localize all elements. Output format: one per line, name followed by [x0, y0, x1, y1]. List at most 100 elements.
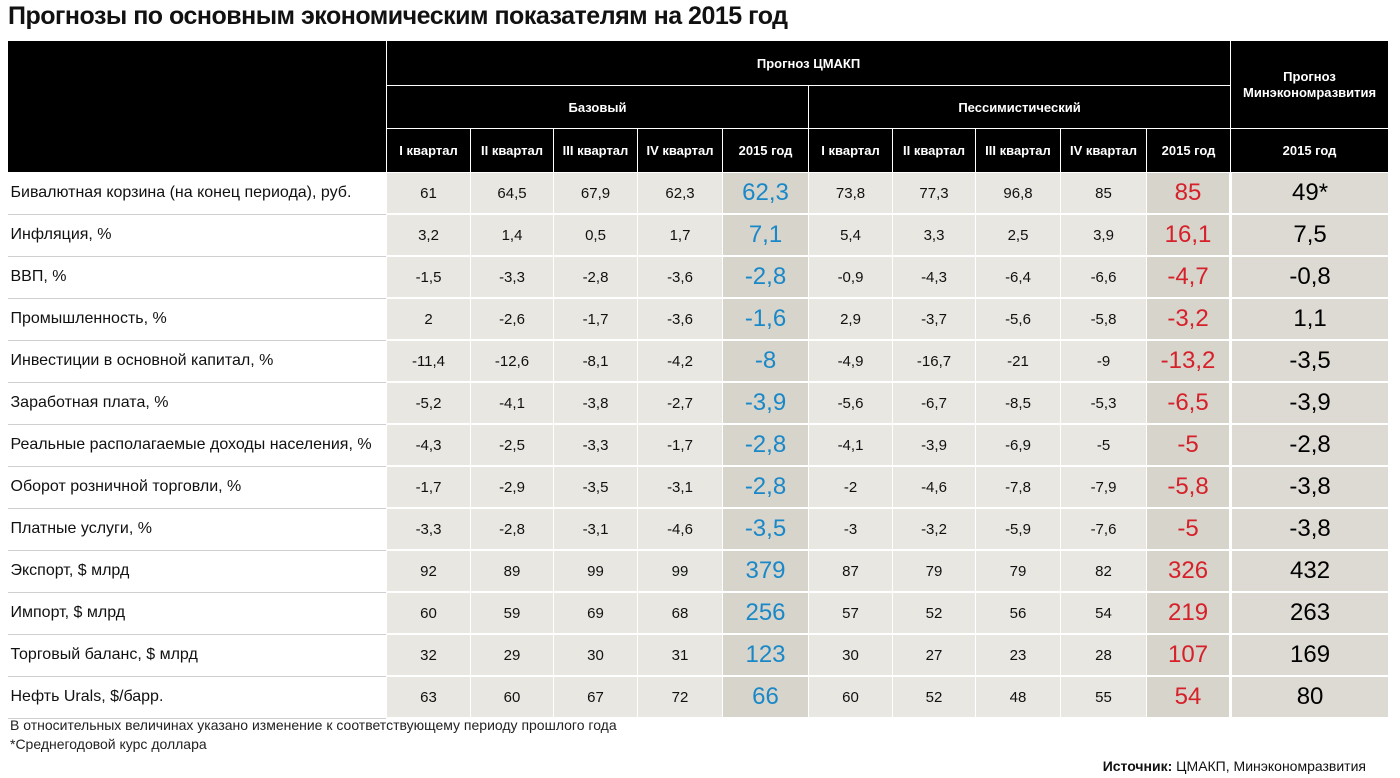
cell: 3,9	[1060, 214, 1147, 257]
cell: 73,8	[808, 172, 893, 215]
cell: 23	[975, 634, 1061, 677]
cell: 64,5	[470, 172, 554, 215]
cell: 29	[470, 634, 554, 677]
cell: -2,8	[1229, 424, 1390, 467]
cell: -3,3	[386, 508, 471, 551]
cell: 326	[1145, 550, 1232, 593]
row-label: Реальные располагаемые доходы населения,…	[7, 424, 387, 467]
cell: 99	[553, 550, 638, 593]
cell: -3,2	[892, 508, 976, 551]
cell: -5,3	[1060, 382, 1147, 425]
cell: 85	[1060, 172, 1147, 215]
group-header: Прогноз Минэкономразвития	[1230, 40, 1390, 129]
cell: -2,6	[470, 298, 554, 341]
cell: -2,8	[722, 424, 809, 467]
cell: -5	[1060, 424, 1147, 467]
cell: 54	[1060, 592, 1147, 635]
cell: 99	[637, 550, 723, 593]
cell: -2,7	[637, 382, 723, 425]
table-row: Экспорт, $ млрд 92 89 99 99 379 87 79 79 82 326 432	[7, 550, 1390, 593]
cell: 54	[1145, 676, 1232, 719]
cell: -3,7	[892, 298, 976, 341]
cell: 60	[808, 676, 893, 719]
source-label: Источник:	[1102, 758, 1173, 774]
column-header: I квартал	[808, 128, 893, 173]
cell: 59	[470, 592, 554, 635]
cell: -3,5	[722, 508, 809, 551]
column-header: III квартал	[975, 128, 1061, 173]
cell: -3,1	[637, 466, 723, 509]
cell: -3,9	[892, 424, 976, 467]
cell: -5,6	[975, 298, 1061, 341]
cell: 69	[553, 592, 638, 635]
table-row: Импорт, $ млрд 60 59 69 68 256 57 52 56 54 219 263	[7, 592, 1390, 635]
cell: -8,1	[553, 340, 638, 383]
row-label: Нефть Urals, $/барр.	[7, 676, 387, 719]
cell: 68	[637, 592, 723, 635]
cell: 72	[637, 676, 723, 719]
cell: -0,9	[808, 256, 893, 299]
cell: -4,7	[1145, 256, 1232, 299]
cell: 79	[975, 550, 1061, 593]
cell: 89	[470, 550, 554, 593]
table-row: Бивалютная корзина (на конец периода), р…	[7, 172, 1390, 215]
row-label: Заработная плата, %	[7, 382, 387, 425]
row-label: Торговый баланс, $ млрд	[7, 634, 387, 677]
cell: -4,2	[637, 340, 723, 383]
cell: -3,6	[637, 256, 723, 299]
cell: 1,4	[470, 214, 554, 257]
cell: -6,4	[975, 256, 1061, 299]
cell: 67	[553, 676, 638, 719]
cell: -3,1	[553, 508, 638, 551]
cell: 2,9	[808, 298, 893, 341]
cell: -5,9	[975, 508, 1061, 551]
scenario-header: Пессимистический	[807, 85, 1232, 129]
cell: -8,5	[975, 382, 1061, 425]
cell: 31	[637, 634, 723, 677]
table-row: Платные услуги, % -3,3 -2,8 -3,1 -4,6 -3,5 -3-…	[7, 508, 1390, 551]
cell: 77,3	[892, 172, 976, 215]
row-label: Бивалютная корзина (на конец периода), р…	[7, 172, 387, 215]
table-row: Оборот розничной торговли, % -1,7 -2,9 -3,5…	[7, 466, 1390, 509]
cell: -4,9	[808, 340, 893, 383]
cell: 28	[1060, 634, 1147, 677]
row-label: Инвестиции в основной капитал, %	[7, 340, 387, 383]
page-title: Прогнозы по основным экономическим показ…	[8, 2, 788, 30]
cell: 82	[1060, 550, 1147, 593]
cell: 256	[722, 592, 809, 635]
cell: -4,6	[637, 508, 723, 551]
cell: 16,1	[1145, 214, 1232, 257]
cell: 52	[892, 676, 976, 719]
cell: 3,3	[892, 214, 976, 257]
column-header: 2015 год	[1230, 128, 1390, 173]
row-label: Инфляция, %	[7, 214, 387, 257]
cell: -4,1	[808, 424, 893, 467]
column-header: IV квартал	[637, 128, 723, 173]
cell: 48	[975, 676, 1061, 719]
cell: 1,1	[1229, 298, 1390, 341]
forecast-table: Прогноз ЦМАКП Прогноз Минэкономразвития …	[7, 40, 1390, 719]
cell: -3,5	[1229, 340, 1390, 383]
cell: -13,2	[1145, 340, 1232, 383]
source-text: ЦМАКП, Минэкономразвития	[1176, 758, 1366, 774]
cell: -7,6	[1060, 508, 1147, 551]
cell: -5,8	[1145, 466, 1232, 509]
cell: -1,5	[386, 256, 471, 299]
cell: 67,9	[553, 172, 638, 215]
cell: 60	[386, 592, 471, 635]
cell: -3,9	[1229, 382, 1390, 425]
cell: -0,8	[1229, 256, 1390, 299]
cell: 30	[808, 634, 893, 677]
cell: -1,6	[722, 298, 809, 341]
cell: 87	[808, 550, 893, 593]
column-header: 2015 год	[722, 128, 809, 173]
cell: 7,1	[722, 214, 809, 257]
column-header: II квартал	[470, 128, 554, 173]
cell: 92	[386, 550, 471, 593]
cell: 107	[1145, 634, 1232, 677]
cell: 49*	[1229, 172, 1390, 215]
cell: 5,4	[808, 214, 893, 257]
cell: -6,7	[892, 382, 976, 425]
cell: -3,5	[553, 466, 638, 509]
